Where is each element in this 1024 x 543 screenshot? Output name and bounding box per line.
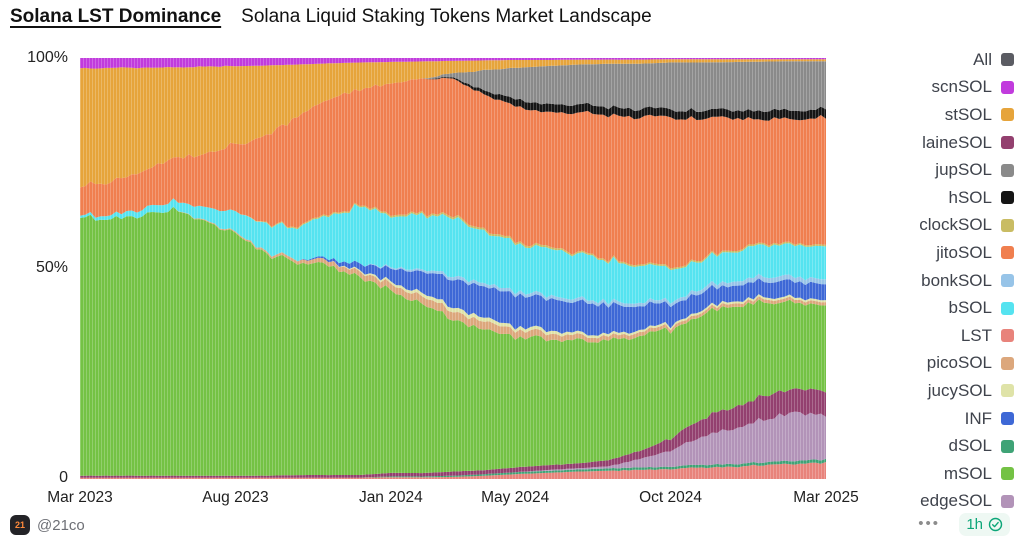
legend-color-swatch <box>1001 80 1014 94</box>
legend-item-inf[interactable]: INF <box>824 405 1014 433</box>
legend-color-swatch <box>1001 246 1014 260</box>
legend-color-swatch <box>1001 53 1014 67</box>
legend-label: laineSOL <box>922 132 992 152</box>
legend-item-jupsol[interactable]: jupSOL <box>824 156 1014 184</box>
stacked-area-chart[interactable] <box>80 58 826 479</box>
header: Solana LST Dominance Solana Liquid Stakin… <box>10 6 652 28</box>
area-bSOL[interactable] <box>80 198 826 305</box>
legend-color-swatch <box>1001 384 1014 398</box>
legend-color-swatch <box>1001 329 1014 343</box>
x-axis-tick-mar-2023: Mar 2023 <box>47 489 113 506</box>
legend-label: clockSOL <box>919 215 992 235</box>
area-stSOL[interactable] <box>80 59 826 188</box>
legend-label: scnSOL <box>931 77 992 97</box>
x-axis: Mar 2023 Aug 2023 Jan 2024 May 2024 Oct 2024… <box>0 489 1024 511</box>
area-mSOL[interactable] <box>80 206 826 476</box>
legend-item-jitosol[interactable]: jitoSOL <box>824 239 1014 267</box>
more-options-button[interactable]: ••• <box>918 515 940 532</box>
area-edgeSOL[interactable] <box>80 411 826 478</box>
y-axis-tick-50: 50% <box>35 259 68 276</box>
legend-color-swatch <box>1001 467 1014 481</box>
legend-item-picosol[interactable]: picoSOL <box>824 350 1014 378</box>
legend-item-dsol[interactable]: dSOL <box>824 432 1014 460</box>
legend-color-swatch <box>1001 274 1014 288</box>
chart-canvas[interactable] <box>80 58 826 479</box>
legend-color-swatch <box>1001 218 1014 232</box>
area-laineSOL[interactable] <box>80 388 826 478</box>
21co-logo-icon: 21 <box>10 515 30 535</box>
area-LST[interactable] <box>80 462 826 479</box>
x-axis-tick-aug-2023: Aug 2023 <box>202 489 269 506</box>
legend-label: All <box>973 49 992 69</box>
legend-item-scnsol[interactable]: scnSOL <box>824 74 1014 102</box>
chart-legend: All scnSOL stSOL laineSOL jupSOL hSOL clockSOL… <box>824 46 1014 515</box>
y-axis-tick-0: 0 <box>59 469 68 486</box>
x-axis-tick-may-2024: May 2024 <box>481 489 550 506</box>
freshness-label: 1h <box>966 516 983 533</box>
legend-label: dSOL <box>948 436 992 456</box>
area-scnSOL[interactable] <box>80 58 826 69</box>
legend-item-jucysol[interactable]: jucySOL <box>824 377 1014 405</box>
legend-color-swatch <box>1001 163 1014 177</box>
legend-color-swatch <box>1001 356 1014 370</box>
area-picoSOL[interactable] <box>80 206 826 343</box>
brand-handle: @21co <box>37 516 85 534</box>
legend-color-swatch <box>1001 439 1014 453</box>
legend-item-stsol[interactable]: stSOL <box>824 101 1014 129</box>
area-jupSOL[interactable] <box>80 61 826 188</box>
data-freshness-badge[interactable]: 1h <box>959 513 1010 536</box>
x-axis-tick-oct-2024: Oct 2024 <box>639 489 703 506</box>
legend-color-swatch <box>1001 191 1014 205</box>
legend-color-swatch <box>1001 301 1014 315</box>
area-jucySOL[interactable] <box>80 206 826 339</box>
legend-label: mSOL <box>943 463 992 483</box>
legend-label: jucySOL <box>927 380 992 400</box>
legend-label: LST <box>960 325 992 345</box>
legend-item-clocksol[interactable]: clockSOL <box>824 212 1014 240</box>
y-axis-tick-100: 100% <box>27 49 68 66</box>
legend-label: INF <box>964 408 992 428</box>
legend-label: jupSOL <box>935 160 992 180</box>
legend-item-bonksol[interactable]: bonkSOL <box>824 267 1014 295</box>
legend-label: stSOL <box>944 104 992 124</box>
legend-item-all[interactable]: All <box>824 46 1014 74</box>
legend-color-swatch <box>1001 136 1014 150</box>
legend-item-hsol[interactable]: hSOL <box>824 184 1014 212</box>
legend-label: bonkSOL <box>921 270 992 290</box>
page-subtitle: Solana Liquid Staking Tokens Market Land… <box>241 6 652 27</box>
area-jitoSOL[interactable] <box>80 77 826 269</box>
legend-label: jitoSOL <box>936 242 992 262</box>
legend-item-msol[interactable]: mSOL <box>824 460 1014 488</box>
x-axis-tick-jan-2024: Jan 2024 <box>358 489 423 506</box>
legend-label: hSOL <box>948 187 992 207</box>
x-axis-tick-mar-2025: Mar 2025 <box>793 489 859 506</box>
brand[interactable]: 21 @21co <box>10 515 85 535</box>
legend-item-edgesol[interactable]: edgeSOL <box>824 488 1014 516</box>
page-title[interactable]: Solana LST Dominance <box>10 6 222 27</box>
area-dSOL[interactable] <box>80 458 826 478</box>
legend-color-swatch <box>1001 494 1014 508</box>
legend-item-lst[interactable]: LST <box>824 322 1014 350</box>
legend-color-swatch <box>1001 108 1014 122</box>
legend-item-bsol[interactable]: bSOL <box>824 294 1014 322</box>
legend-color-swatch <box>1001 412 1014 426</box>
legend-label: bSOL <box>948 298 992 318</box>
legend-item-lainesol[interactable]: laineSOL <box>824 129 1014 157</box>
legend-label: edgeSOL <box>920 491 992 511</box>
legend-label: picoSOL <box>926 353 992 373</box>
check-circle-icon <box>988 517 1003 532</box>
